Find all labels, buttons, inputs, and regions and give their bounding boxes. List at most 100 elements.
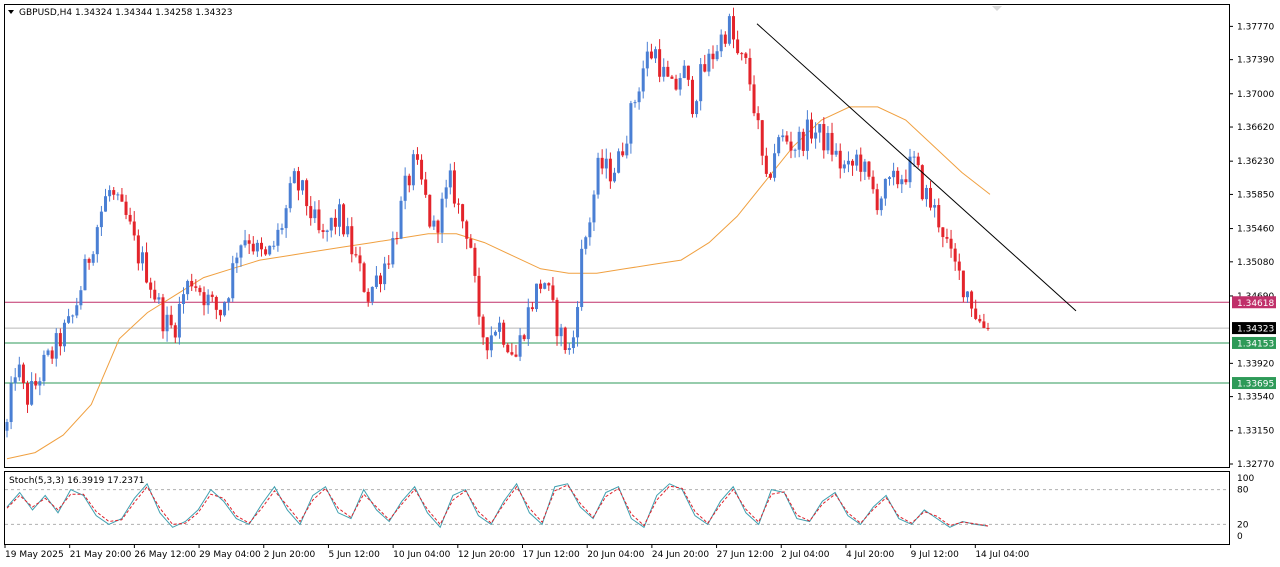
candle-bear xyxy=(621,151,625,156)
candle-bear xyxy=(473,247,477,276)
candle-bull xyxy=(534,283,538,310)
candle-bear xyxy=(132,221,136,236)
level-price-labels: 1.34618 1.34323 1.34153 1.33695 xyxy=(1232,296,1276,390)
candle-bull xyxy=(79,290,83,306)
candle-bear xyxy=(764,155,768,174)
candle-bull xyxy=(543,283,547,289)
moving-average xyxy=(6,106,991,460)
candle-bull xyxy=(629,103,633,144)
candle-bull xyxy=(908,156,912,183)
candle-bull xyxy=(863,161,867,172)
candle-bear xyxy=(87,258,91,263)
candle-bear xyxy=(128,214,132,222)
candle-bull xyxy=(71,315,75,317)
candle-bear xyxy=(112,190,116,195)
candle-bear xyxy=(945,237,949,239)
candle-bull xyxy=(67,316,71,323)
candle-bear xyxy=(830,132,834,155)
candle-bear xyxy=(810,119,814,139)
candle-bear xyxy=(420,159,424,180)
candle-bear xyxy=(428,194,432,227)
price-tick-label: 1.35850 xyxy=(1237,190,1274,200)
candle-bull xyxy=(337,204,341,227)
candle-bull xyxy=(243,240,247,246)
level-label-bg xyxy=(1232,377,1276,390)
candle-bear xyxy=(50,350,54,359)
candle-bear xyxy=(649,51,653,59)
stoch-tick-100: 100 xyxy=(1237,474,1254,484)
candle-bear xyxy=(34,381,38,386)
candle-bull xyxy=(54,333,58,359)
candle-bear xyxy=(801,131,805,151)
candle-bear xyxy=(173,325,177,338)
ma-line xyxy=(6,106,991,460)
candle-bear xyxy=(407,175,411,186)
candle-bull xyxy=(559,327,563,337)
dropdown-arrow-icon[interactable] xyxy=(8,10,14,14)
candle-bull xyxy=(325,230,329,232)
time-tick-label: 12 Jun 20:00 xyxy=(458,550,515,560)
candle-bull xyxy=(924,187,928,200)
candle-bull xyxy=(239,245,243,258)
stoch-signal-line xyxy=(6,484,989,527)
candle-bull xyxy=(391,238,395,265)
candle-bear xyxy=(563,327,567,350)
candle-bull xyxy=(157,297,161,300)
candle-bull xyxy=(329,217,333,231)
candle-bear xyxy=(481,316,485,338)
candle-bear xyxy=(321,230,325,232)
candle-bull xyxy=(411,154,415,186)
candle-bull xyxy=(95,227,99,255)
candle-bear xyxy=(457,203,461,205)
candle-bull xyxy=(654,49,658,59)
candle-bear xyxy=(789,141,793,151)
candle-bull xyxy=(284,208,288,229)
candle-bear xyxy=(58,333,62,347)
trendline[interactable] xyxy=(756,23,1077,312)
candle-bull xyxy=(699,64,703,102)
candle-bull xyxy=(177,303,181,338)
candle-bear xyxy=(555,299,559,337)
candle-bull xyxy=(695,101,699,115)
candle-bear xyxy=(723,34,727,44)
candle-bear xyxy=(867,161,871,177)
candle-bull xyxy=(62,322,66,347)
candle-bear xyxy=(214,296,218,310)
candle-bear xyxy=(547,283,551,286)
candle-bull xyxy=(42,354,46,382)
candle-bull xyxy=(104,196,108,212)
time-tick-label: 29 May 04:00 xyxy=(199,550,261,560)
horizontal-levels[interactable] xyxy=(5,301,1229,384)
candle-bear xyxy=(296,171,300,191)
candle-bull xyxy=(662,66,666,77)
time-tick-label: 9 Jul 12:00 xyxy=(911,550,960,560)
candle-bear xyxy=(978,318,982,322)
candle-bear xyxy=(744,53,748,58)
candle-bull xyxy=(255,242,259,252)
candle-bull xyxy=(965,291,969,298)
candle-bear xyxy=(354,254,358,256)
frame xyxy=(4,4,1230,545)
candle-bear xyxy=(530,307,534,310)
candle-bull xyxy=(781,135,785,138)
candle-bull xyxy=(625,143,629,156)
candle-bull xyxy=(116,194,120,196)
candle-bear xyxy=(366,291,370,302)
candle-bull xyxy=(645,51,649,69)
candle-bull xyxy=(637,91,641,103)
candle-bear xyxy=(674,78,678,90)
candle-bear xyxy=(305,180,309,207)
descending-trendline[interactable] xyxy=(756,23,1077,312)
time-tick-label: 14 Jul 04:00 xyxy=(975,550,1029,560)
candle-bull xyxy=(30,381,34,405)
candle-bear xyxy=(21,364,25,383)
candle-bull xyxy=(912,156,916,158)
candle-bull xyxy=(592,194,596,223)
candle-bear xyxy=(251,243,255,252)
candle-bull xyxy=(596,157,600,195)
stochastic-oscillator: 100 80 20 0 xyxy=(5,474,1254,542)
symbol-info: GBPUSD,H4 1.34324 1.34344 1.34258 1.3432… xyxy=(19,8,232,18)
candle-bull xyxy=(206,294,210,306)
candle-bear xyxy=(904,179,908,183)
